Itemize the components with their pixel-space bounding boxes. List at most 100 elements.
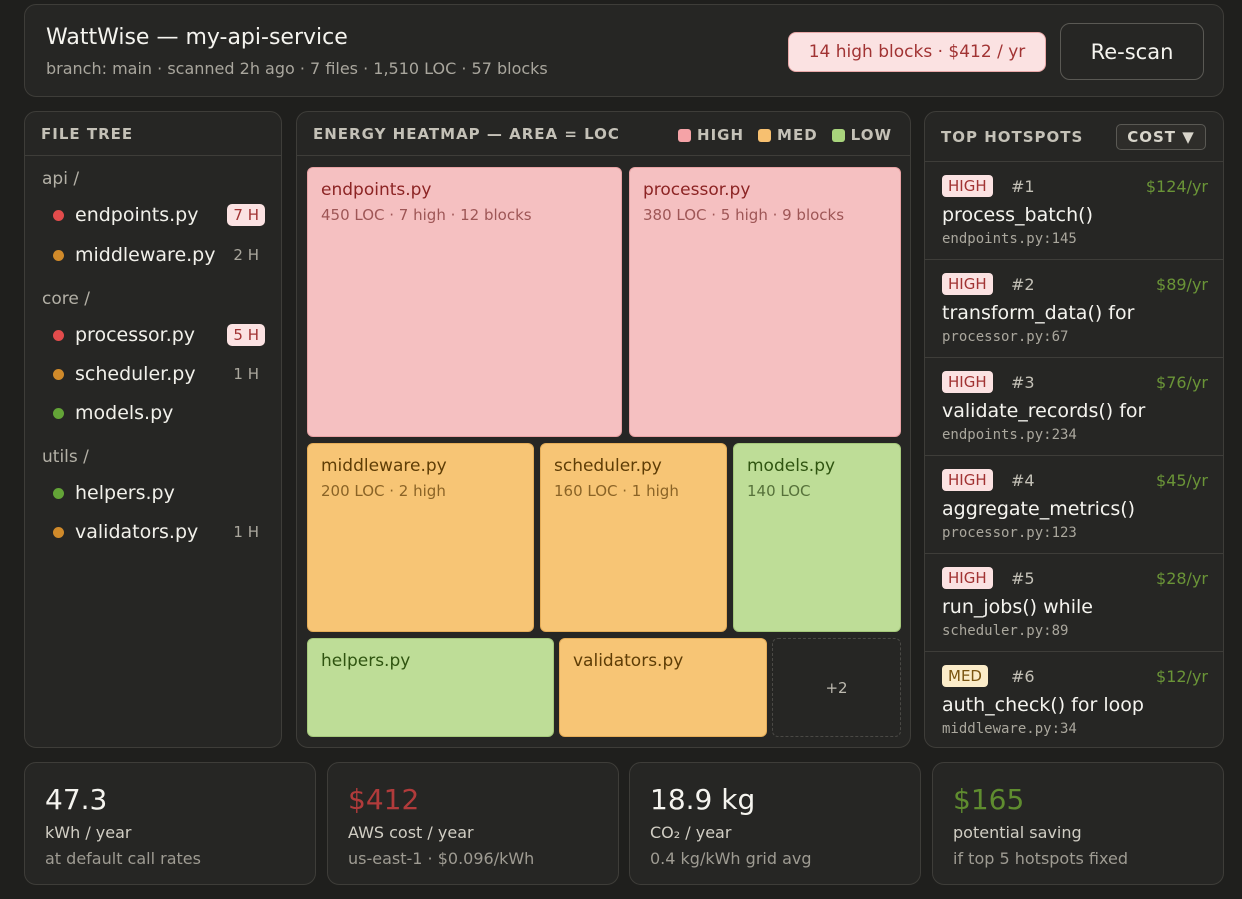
stat-subtext: if top 5 hotspots fixed — [953, 849, 1128, 868]
tile-name: processor.py — [643, 180, 751, 200]
severity-med-dot — [53, 526, 64, 538]
hotspot-function: run_jobs() while — [942, 596, 1093, 618]
severity-med-dot — [53, 249, 64, 261]
tile-meta: 200 LOC · 2 high — [321, 482, 446, 500]
file-tree-heading: FILE TREE — [25, 112, 281, 156]
folder-core[interactable]: core / — [42, 289, 90, 309]
tile-meta: 140 LOC — [747, 482, 811, 500]
file-tree-panel: FILE TREE api / endpoints.py 7 H middlew… — [24, 111, 282, 748]
hotspot-location: endpoints.py:145 — [942, 231, 1077, 247]
severity-badge: HIGH — [942, 371, 993, 393]
stat-label: CO₂ / year — [650, 823, 732, 842]
file-item-middleware[interactable]: middleware.py 2 H — [53, 242, 265, 268]
heatmap-tile-middleware[interactable]: middleware.py 200 LOC · 2 high — [307, 443, 534, 632]
heatmap-tile-processor[interactable]: processor.py 380 LOC · 5 high · 9 blocks — [629, 167, 901, 437]
hotspot-rank: #5 — [1011, 569, 1035, 588]
scan-summary: branch: main · scanned 2h ago · 7 files … — [46, 59, 548, 78]
top-hotspots-panel: TOP HOTSPOTS COST ▼ HIGH #1 $124/yr proc… — [924, 111, 1224, 748]
heatmap-tile-scheduler[interactable]: scheduler.py 160 LOC · 1 high — [540, 443, 727, 632]
folder-utils[interactable]: utils / — [42, 447, 89, 467]
file-item-validators[interactable]: validators.py 1 H — [53, 519, 265, 545]
stat-card-energy: 47.3 kWh / year at default call rates — [24, 762, 316, 885]
legend-high-swatch — [678, 128, 692, 142]
tile-name: helpers.py — [321, 651, 411, 671]
hotspot-item[interactable]: HIGH #1 $124/yr process_batch() endpoint… — [925, 162, 1223, 260]
sort-by-cost-dropdown[interactable]: COST ▼ — [1116, 124, 1206, 150]
legend-med-swatch — [758, 128, 772, 142]
heatmap-legend: HIGH MED LOW — [678, 126, 892, 144]
hotspot-location: endpoints.py:234 — [942, 427, 1077, 443]
hotspot-function: process_batch() — [942, 204, 1093, 226]
stat-value: $412 — [348, 783, 420, 816]
stat-label: AWS cost / year — [348, 823, 474, 842]
heatmap-tile-validators[interactable]: validators.py — [559, 638, 767, 737]
legend-high-label: HIGH — [697, 126, 745, 144]
hotspot-rank: #4 — [1011, 471, 1035, 490]
severity-badge: HIGH — [942, 273, 993, 295]
legend-low-label: LOW — [850, 126, 892, 144]
hotspot-cost: $28/yr — [1156, 569, 1208, 588]
tile-name: middleware.py — [321, 456, 447, 476]
hotspot-cost: $12/yr — [1156, 667, 1208, 686]
file-item-endpoints[interactable]: endpoints.py 7 H — [53, 202, 265, 228]
hotspot-cost: $124/yr — [1145, 177, 1208, 196]
stat-card-co2: 18.9 kg CO₂ / year 0.4 kg/kWh grid avg — [629, 762, 921, 885]
severity-low-dot — [53, 487, 64, 499]
severity-badge: HIGH — [942, 469, 993, 491]
stat-label: kWh / year — [45, 823, 132, 842]
high-count: 1 H — [233, 523, 259, 541]
hotspot-rank: #3 — [1011, 373, 1035, 392]
file-name: validators.py — [75, 521, 199, 543]
high-blocks-badge: 14 high blocks · $412 / yr — [788, 32, 1046, 72]
hotspot-function: aggregate_metrics() — [942, 498, 1136, 520]
folder-api[interactable]: api / — [42, 169, 80, 189]
legend-med-label: MED — [777, 126, 818, 144]
stat-value: 18.9 kg — [650, 783, 756, 816]
high-count: 1 H — [233, 365, 259, 383]
severity-low-dot — [53, 407, 64, 419]
hotspot-cost: $76/yr — [1156, 373, 1208, 392]
stat-label: potential saving — [953, 823, 1082, 842]
hotspot-location: middleware.py:34 — [942, 721, 1077, 737]
severity-badge: MED — [942, 665, 988, 687]
hotspot-location: processor.py:123 — [942, 525, 1077, 541]
tile-meta: 160 LOC · 1 high — [554, 482, 679, 500]
tile-name: endpoints.py — [321, 180, 432, 200]
tile-name: validators.py — [573, 651, 684, 671]
hotspots-heading: TOP HOTSPOTS — [925, 112, 1223, 162]
file-item-processor[interactable]: processor.py 5 H — [53, 322, 265, 348]
legend-med: MED — [758, 126, 818, 144]
stat-card-saving: $165 potential saving if top 5 hotspots … — [932, 762, 1224, 885]
hotspot-function: auth_check() for loop — [942, 694, 1144, 716]
file-name: scheduler.py — [75, 363, 196, 385]
file-item-scheduler[interactable]: scheduler.py 1 H — [53, 361, 265, 387]
hotspot-item[interactable]: MED #6 $12/yr auth_check() for loop midd… — [925, 652, 1223, 747]
hotspot-function: transform_data() for — [942, 302, 1135, 324]
legend-high: HIGH — [678, 126, 744, 144]
rescan-button[interactable]: Re-scan — [1060, 23, 1204, 80]
stat-card-aws-cost: $412 AWS cost / year us-east-1 · $0.096/… — [327, 762, 619, 885]
heatmap-tile-helpers[interactable]: helpers.py — [307, 638, 554, 737]
hotspot-item[interactable]: HIGH #2 $89/yr transform_data() for proc… — [925, 260, 1223, 358]
severity-badge: HIGH — [942, 175, 993, 197]
hotspot-location: scheduler.py:89 — [942, 623, 1069, 639]
severity-badge: HIGH — [942, 567, 993, 589]
file-item-helpers[interactable]: helpers.py — [53, 480, 265, 506]
high-count-badge: 7 H — [227, 204, 265, 226]
high-count: 2 H — [233, 246, 259, 264]
hotspot-item[interactable]: HIGH #5 $28/yr run_jobs() while schedule… — [925, 554, 1223, 652]
hotspot-item[interactable]: HIGH #3 $76/yr validate_records() for en… — [925, 358, 1223, 456]
stat-subtext: us-east-1 · $0.096/kWh — [348, 849, 535, 868]
legend-low: LOW — [831, 126, 892, 144]
heatmap-more-tile[interactable]: +2 — [772, 638, 901, 737]
hotspot-location: processor.py:67 — [942, 329, 1069, 345]
severity-med-dot — [53, 368, 64, 380]
heatmap-tile-models[interactable]: models.py 140 LOC — [733, 443, 901, 632]
high-count-badge: 5 H — [227, 324, 265, 346]
hotspot-function: validate_records() for — [942, 400, 1146, 422]
heatmap-tile-endpoints[interactable]: endpoints.py 450 LOC · 7 high · 12 block… — [307, 167, 622, 437]
file-item-models[interactable]: models.py — [53, 400, 265, 426]
hotspot-rank: #6 — [1011, 667, 1035, 686]
hotspot-item[interactable]: HIGH #4 $45/yr aggregate_metrics() proce… — [925, 456, 1223, 554]
heatmap-heading: ENERGY HEATMAP — AREA = LOC — [297, 112, 910, 156]
